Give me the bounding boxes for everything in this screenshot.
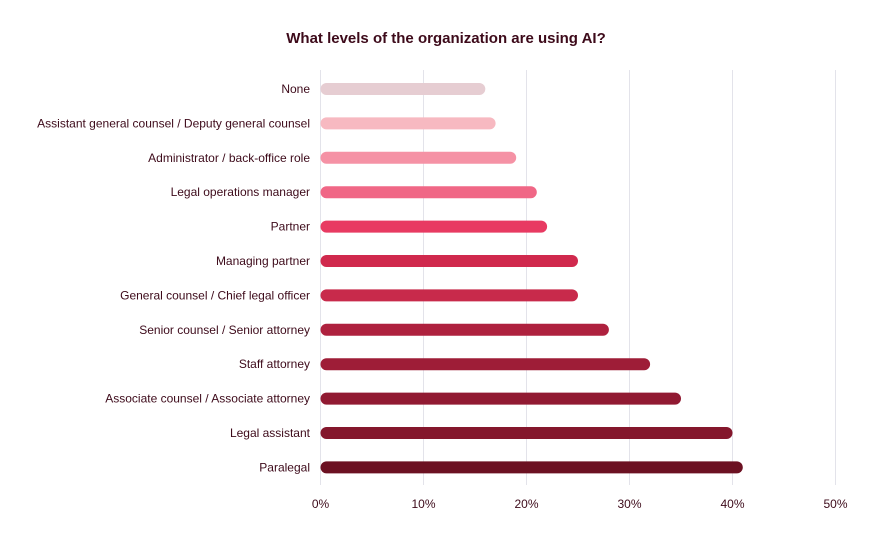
bar — [320, 151, 517, 164]
bar — [320, 117, 496, 130]
x-tick-label: 50% — [823, 497, 847, 511]
bar — [320, 461, 743, 474]
category-label: Partner — [271, 220, 310, 234]
category-label: Legal operations manager — [171, 185, 310, 199]
bar — [320, 289, 578, 302]
x-tick-label: 30% — [617, 497, 641, 511]
bar — [320, 186, 537, 199]
bar — [320, 323, 609, 336]
x-tick-label: 0% — [312, 497, 330, 511]
category-label: Associate counsel / Associate attorney — [105, 392, 310, 406]
category-label: Senior counsel / Senior attorney — [139, 323, 310, 337]
category-label: General counsel / Chief legal officer — [120, 288, 310, 302]
bar — [320, 392, 681, 405]
category-label: Assistant general counsel / Deputy gener… — [37, 116, 310, 130]
category-label: Legal assistant — [230, 426, 311, 440]
bar — [320, 427, 733, 439]
category-label: Paralegal — [259, 460, 310, 474]
category-label: Administrator / back-office role — [148, 151, 310, 165]
category-label: Staff attorney — [239, 357, 310, 371]
bar — [320, 220, 548, 233]
bar — [320, 83, 486, 95]
x-tick-label: 20% — [514, 497, 538, 511]
category-label: Managing partner — [216, 254, 310, 268]
bar — [320, 358, 651, 371]
x-tick-label: 10% — [411, 497, 435, 511]
x-tick-label: 40% — [720, 497, 744, 511]
chart-title: What levels of the organization are usin… — [286, 30, 606, 47]
category-label: None — [281, 82, 310, 96]
bar — [320, 255, 578, 267]
